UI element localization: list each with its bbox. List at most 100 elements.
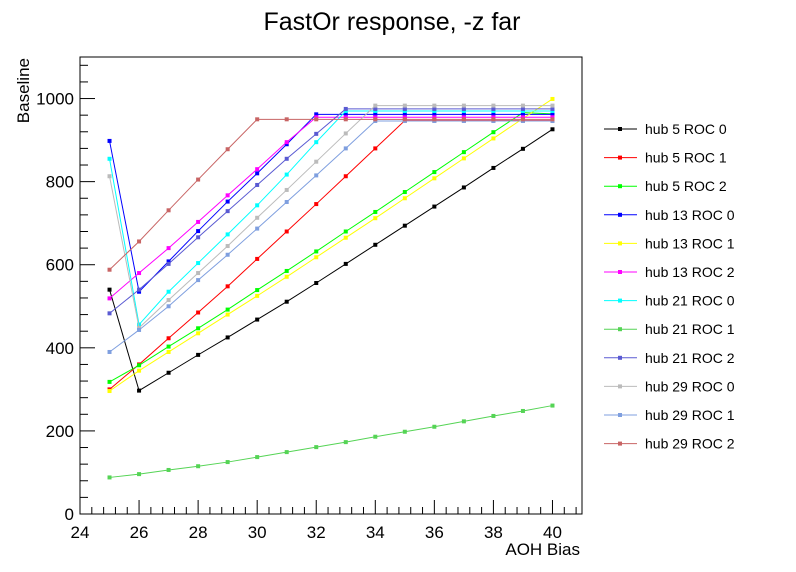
- data-point: [402, 190, 407, 195]
- legend-label: hub 29 ROC 2: [645, 436, 735, 452]
- series-hub-21-roc-0: [107, 109, 555, 327]
- data-point: [225, 252, 230, 257]
- data-point: [166, 336, 171, 341]
- series-line: [109, 108, 553, 314]
- data-point: [520, 408, 525, 413]
- data-point: [491, 106, 496, 111]
- data-point: [520, 103, 525, 108]
- legend-label: hub 13 ROC 0: [645, 207, 735, 223]
- legend-swatch-marker: [618, 270, 622, 274]
- legend-label: hub 29 ROC 0: [645, 378, 735, 394]
- legend-swatch-marker: [618, 212, 622, 217]
- data-point: [166, 261, 171, 266]
- data-point: [432, 115, 437, 120]
- series-line: [109, 120, 553, 353]
- data-point: [166, 259, 171, 264]
- data-point: [225, 199, 230, 204]
- data-point: [461, 117, 466, 122]
- data-point: [343, 174, 348, 179]
- series-line: [109, 120, 553, 390]
- x-axis: 24 26 28 30 32 34 36 38 40: [71, 500, 577, 542]
- data-point: [196, 352, 201, 357]
- data-point: [137, 363, 142, 368]
- data-point: [284, 172, 289, 177]
- data-point: [402, 115, 407, 120]
- series-line: [109, 128, 553, 392]
- legend-swatch-marker: [618, 298, 622, 303]
- data-point: [343, 261, 348, 266]
- data-point: [314, 281, 319, 286]
- data-point: [402, 223, 407, 228]
- data-point: [196, 177, 201, 182]
- series-hub-13-roc-1: [107, 96, 555, 394]
- data-point: [432, 106, 437, 111]
- chart-title: FastOr response, -z far: [263, 8, 520, 36]
- data-point: [520, 117, 525, 122]
- data-point: [432, 176, 437, 181]
- plot-frame: [79, 56, 583, 515]
- y-axis-label: Baseline: [14, 58, 33, 123]
- data-point: [373, 109, 378, 114]
- series-hub-5-roc-0: [107, 127, 555, 393]
- data-point: [107, 389, 112, 394]
- series-line: [109, 105, 553, 329]
- data-point: [520, 115, 525, 120]
- data-point: [343, 115, 348, 120]
- data-point: [284, 142, 289, 147]
- x-tick-label: 28: [189, 523, 208, 542]
- legend: hub 5 ROC 0 hub 5 ROC 1 hub 5 ROC 2 hub 13 …: [604, 121, 735, 452]
- series-line: [109, 98, 553, 392]
- data-point: [402, 196, 407, 201]
- series-line: [109, 118, 553, 271]
- y-tick-label: 0: [65, 505, 74, 524]
- data-point: [461, 112, 466, 117]
- data-point: [284, 140, 289, 145]
- x-tick-label: 34: [366, 523, 385, 542]
- x-tick-label: 40: [543, 523, 562, 542]
- data-point: [402, 429, 407, 434]
- series-hub-29-roc-0: [107, 103, 555, 330]
- legend-label: hub 5 ROC 2: [645, 178, 727, 194]
- data-point: [373, 115, 378, 120]
- data-point: [284, 156, 289, 161]
- data-point: [225, 209, 230, 214]
- data-point: [432, 103, 437, 108]
- data-point: [196, 229, 201, 234]
- series-hub-5-roc-2: [107, 110, 555, 384]
- data-point: [196, 278, 201, 283]
- data-point: [550, 109, 555, 114]
- data-point: [225, 307, 230, 312]
- legend-swatch-marker: [618, 184, 622, 189]
- y-tick-label: 200: [46, 422, 74, 441]
- data-point: [491, 112, 496, 117]
- data-point: [255, 256, 260, 261]
- data-point: [196, 310, 201, 315]
- x-tick-label: 36: [425, 523, 444, 542]
- data-point: [137, 388, 142, 393]
- data-point: [432, 109, 437, 114]
- data-point: [255, 288, 260, 293]
- data-point: [314, 131, 319, 136]
- data-point: [373, 209, 378, 214]
- series-hub-13-roc-0: [107, 112, 555, 294]
- data-point: [550, 112, 555, 117]
- data-point: [461, 115, 466, 120]
- data-point: [196, 271, 201, 276]
- data-point: [166, 349, 171, 354]
- series-line: [109, 405, 553, 478]
- x-tick-label: 32: [307, 523, 326, 542]
- data-point: [255, 215, 260, 220]
- data-point: [255, 182, 260, 187]
- y-tick-label: 400: [46, 339, 74, 358]
- legend-label: hub 5 ROC 1: [645, 150, 727, 166]
- data-point: [461, 185, 466, 190]
- data-point: [550, 115, 555, 120]
- data-point: [196, 331, 201, 336]
- data-point: [520, 106, 525, 111]
- legend-label: hub 21 ROC 0: [645, 293, 735, 309]
- data-point: [550, 103, 555, 108]
- data-point: [491, 115, 496, 120]
- data-point: [461, 150, 466, 155]
- legend-label: hub 5 ROC 0: [645, 121, 727, 137]
- data-point: [166, 289, 171, 294]
